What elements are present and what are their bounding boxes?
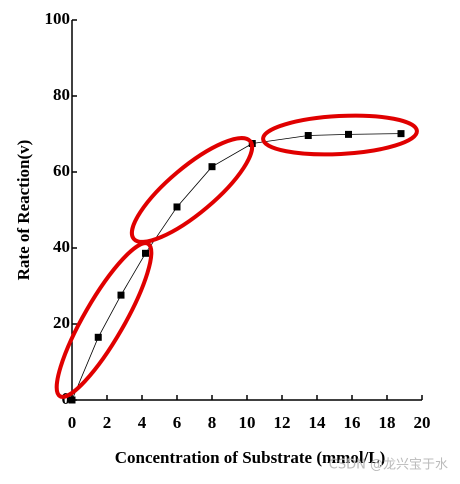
x-tick-label: 10 (239, 413, 256, 432)
x-tick-label: 4 (138, 413, 147, 432)
data-point (397, 130, 405, 138)
data-point (208, 163, 216, 171)
y-tick-label: 20 (53, 313, 70, 332)
x-tick-label: 6 (173, 413, 182, 432)
y-axis-title: Rate of Reaction(v) (14, 140, 33, 281)
annotations (54, 113, 419, 399)
y-tick-label: 100 (45, 9, 71, 28)
highlight-ellipse (129, 136, 255, 244)
data-point (94, 333, 102, 341)
x-tick-label: 14 (309, 413, 327, 432)
data-point (68, 396, 76, 404)
x-axis-title: Concentration of Substrate (mmol/L) (115, 448, 386, 467)
data-point (304, 132, 312, 140)
x-tick-label: 18 (379, 413, 396, 432)
x-tick-label: 2 (103, 413, 112, 432)
data-point (345, 130, 352, 138)
watermark: CSDN @龙兴宝于水 (329, 458, 448, 473)
x-tick-label: 20 (414, 413, 431, 432)
data-point (117, 291, 125, 299)
x-tick-label: 16 (344, 413, 361, 432)
x-tick-label: 12 (274, 413, 291, 432)
x-tick-label: 0 (68, 413, 77, 432)
data-point (142, 249, 149, 257)
y-tick-label: 60 (53, 161, 70, 180)
highlight-ellipse (54, 241, 154, 399)
data-point (173, 203, 181, 211)
highlight-ellipse (261, 113, 419, 157)
x-tick-label: 8 (208, 413, 217, 432)
data-line (71, 133, 402, 401)
y-tick-label: 40 (53, 237, 70, 256)
y-tick-label: 80 (53, 85, 70, 104)
